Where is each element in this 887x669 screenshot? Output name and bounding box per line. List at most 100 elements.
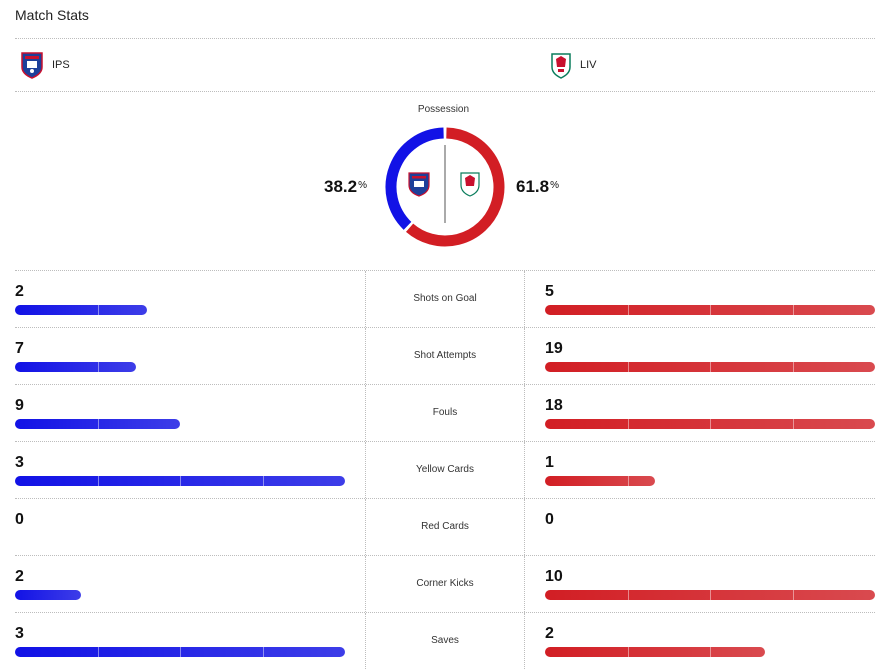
bar-segment-divider (628, 647, 629, 657)
bar-segment-divider (710, 419, 711, 429)
stat-row: 3 Yellow Cards 1 (15, 441, 875, 498)
away-stat-bar (545, 305, 875, 315)
bar-segment-divider (710, 590, 711, 600)
bar-segment-divider (98, 647, 99, 657)
column-divider (524, 613, 525, 669)
bar-segment-divider (710, 305, 711, 315)
away-stat-value: 10 (545, 568, 563, 585)
away-possession-percent: 61.8% (516, 177, 559, 197)
away-possession-value: 61.8 (516, 177, 550, 196)
stat-label: Fouls (432, 407, 458, 418)
away-stat-value: 0 (545, 511, 554, 528)
stat-row: 7 Shot Attempts 19 (15, 327, 875, 384)
column-divider (365, 499, 366, 555)
stat-row: 2 Corner Kicks 10 (15, 555, 875, 612)
stat-label: Corner Kicks (416, 578, 474, 589)
away-team[interactable]: LIV (550, 51, 597, 79)
column-divider (524, 385, 525, 441)
home-stat-value: 2 (15, 568, 24, 585)
away-stat-value: 1 (545, 454, 554, 471)
column-divider (524, 556, 525, 612)
column-divider (365, 556, 366, 612)
column-divider (524, 271, 525, 327)
bar-segment-divider (628, 590, 629, 600)
bar-segment-divider (710, 647, 711, 657)
bar-segment-divider (628, 476, 629, 486)
divider (15, 91, 875, 92)
away-stat-bar (545, 362, 875, 372)
away-stat-bar (545, 647, 765, 657)
away-stat-value: 18 (545, 397, 563, 414)
percent-unit: % (358, 180, 367, 191)
home-stat-bar (15, 647, 345, 657)
bar-segment-divider (793, 419, 794, 429)
column-divider (524, 442, 525, 498)
stat-label: Saves (431, 635, 459, 646)
away-stat-value: 2 (545, 625, 554, 642)
bar-segment-divider (710, 362, 711, 372)
bar-segment-divider (98, 305, 99, 315)
away-stat-bar (545, 590, 875, 600)
stat-label: Yellow Cards (416, 464, 474, 475)
bar-segment-divider (180, 647, 181, 657)
home-stat-value: 7 (15, 340, 24, 357)
bar-segment-divider (793, 590, 794, 600)
home-stat-value: 9 (15, 397, 24, 414)
bar-segment-divider (628, 419, 629, 429)
away-possession-arc (405, 127, 505, 247)
stat-row: 2 Shots on Goal 5 (15, 270, 875, 327)
bar-segment-divider (98, 362, 99, 372)
home-stat-value: 0 (15, 511, 24, 528)
stat-label: Shots on Goal (413, 293, 477, 304)
divider (15, 38, 875, 39)
away-stat-bar (545, 476, 655, 486)
bar-segment-divider (263, 647, 264, 657)
home-possession-value: 38.2 (324, 177, 358, 196)
home-stat-bar (15, 590, 81, 600)
bar-segment-divider (628, 305, 629, 315)
home-possession-percent: 38.2% (324, 177, 367, 197)
home-stat-bar (15, 419, 180, 429)
bar-segment-divider (98, 419, 99, 429)
home-possession-arc (385, 127, 444, 230)
away-stat-value: 19 (545, 340, 563, 357)
match-stats-title: Match Stats (15, 7, 89, 23)
home-team[interactable]: IPS (20, 51, 70, 79)
home-stat-value: 2 (15, 283, 24, 300)
stat-row: 0 Red Cards 0 (15, 498, 875, 555)
stat-label: Shot Attempts (413, 350, 477, 361)
column-divider (365, 442, 366, 498)
bar-segment-divider (628, 362, 629, 372)
stat-row: 9 Fouls 18 (15, 384, 875, 441)
away-stat-value: 5 (545, 283, 554, 300)
column-divider (524, 499, 525, 555)
home-stat-bar (15, 362, 136, 372)
home-team-abbr: IPS (52, 59, 70, 71)
possession-label: Possession (417, 104, 470, 115)
possession-donut-chart (385, 127, 505, 247)
liverpool-crest-icon (550, 51, 572, 79)
home-stat-value: 3 (15, 625, 24, 642)
stats-table: 2 Shots on Goal 5 7 Shot Attempts 19 9 Fouls 18 3… (15, 270, 875, 669)
ipswich-crest-icon (408, 172, 430, 197)
column-divider (524, 328, 525, 384)
column-divider (365, 385, 366, 441)
bar-segment-divider (263, 476, 264, 486)
bar-segment-divider (793, 362, 794, 372)
liverpool-crest-icon (460, 172, 480, 197)
home-stat-value: 3 (15, 454, 24, 471)
bar-segment-divider (180, 476, 181, 486)
stat-row: 3 Saves 2 (15, 612, 875, 669)
stat-label: Red Cards (421, 521, 469, 532)
away-stat-bar (545, 419, 875, 429)
bar-segment-divider (793, 305, 794, 315)
column-divider (365, 613, 366, 669)
home-stat-bar (15, 476, 345, 486)
column-divider (365, 328, 366, 384)
percent-unit: % (550, 180, 559, 191)
away-team-abbr: LIV (580, 59, 597, 71)
ipswich-crest-icon (20, 51, 44, 79)
bar-segment-divider (98, 476, 99, 486)
column-divider (365, 271, 366, 327)
home-stat-bar (15, 305, 147, 315)
